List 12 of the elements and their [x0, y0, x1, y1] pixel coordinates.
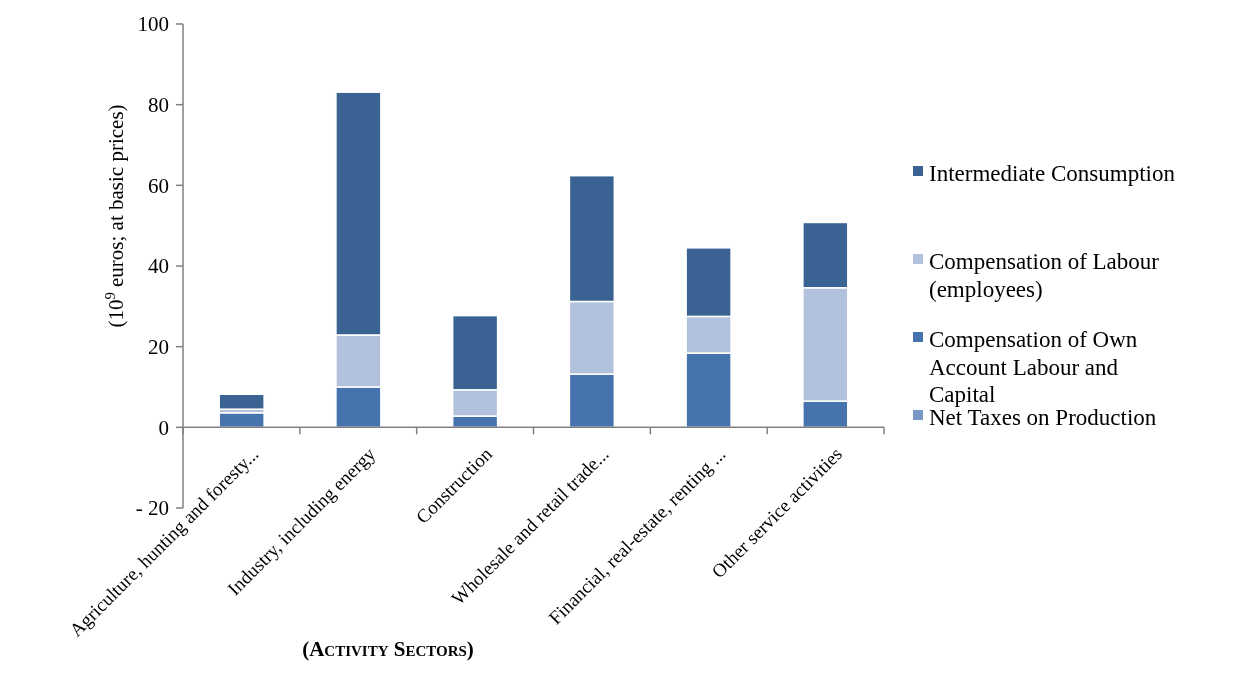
y-tick-label: 40 — [148, 254, 169, 279]
y-tick-label: 20 — [148, 335, 169, 360]
y-tick-label: 100 — [137, 12, 169, 37]
legend-label: Compensation of Own Account Labour and Capital — [929, 327, 1138, 408]
x-axis-title: (Activity Sectors) — [302, 637, 474, 661]
bar — [218, 393, 265, 410]
y-tick-label: 60 — [148, 173, 169, 198]
y-tick-label: 80 — [148, 93, 169, 118]
y-tick-label: - 20 — [135, 496, 169, 521]
legend-label: Intermediate Consumption — [929, 161, 1176, 187]
y-tick-label: 0 — [158, 415, 169, 440]
legend-label: Compensation of Labour (employees) — [929, 249, 1160, 302]
